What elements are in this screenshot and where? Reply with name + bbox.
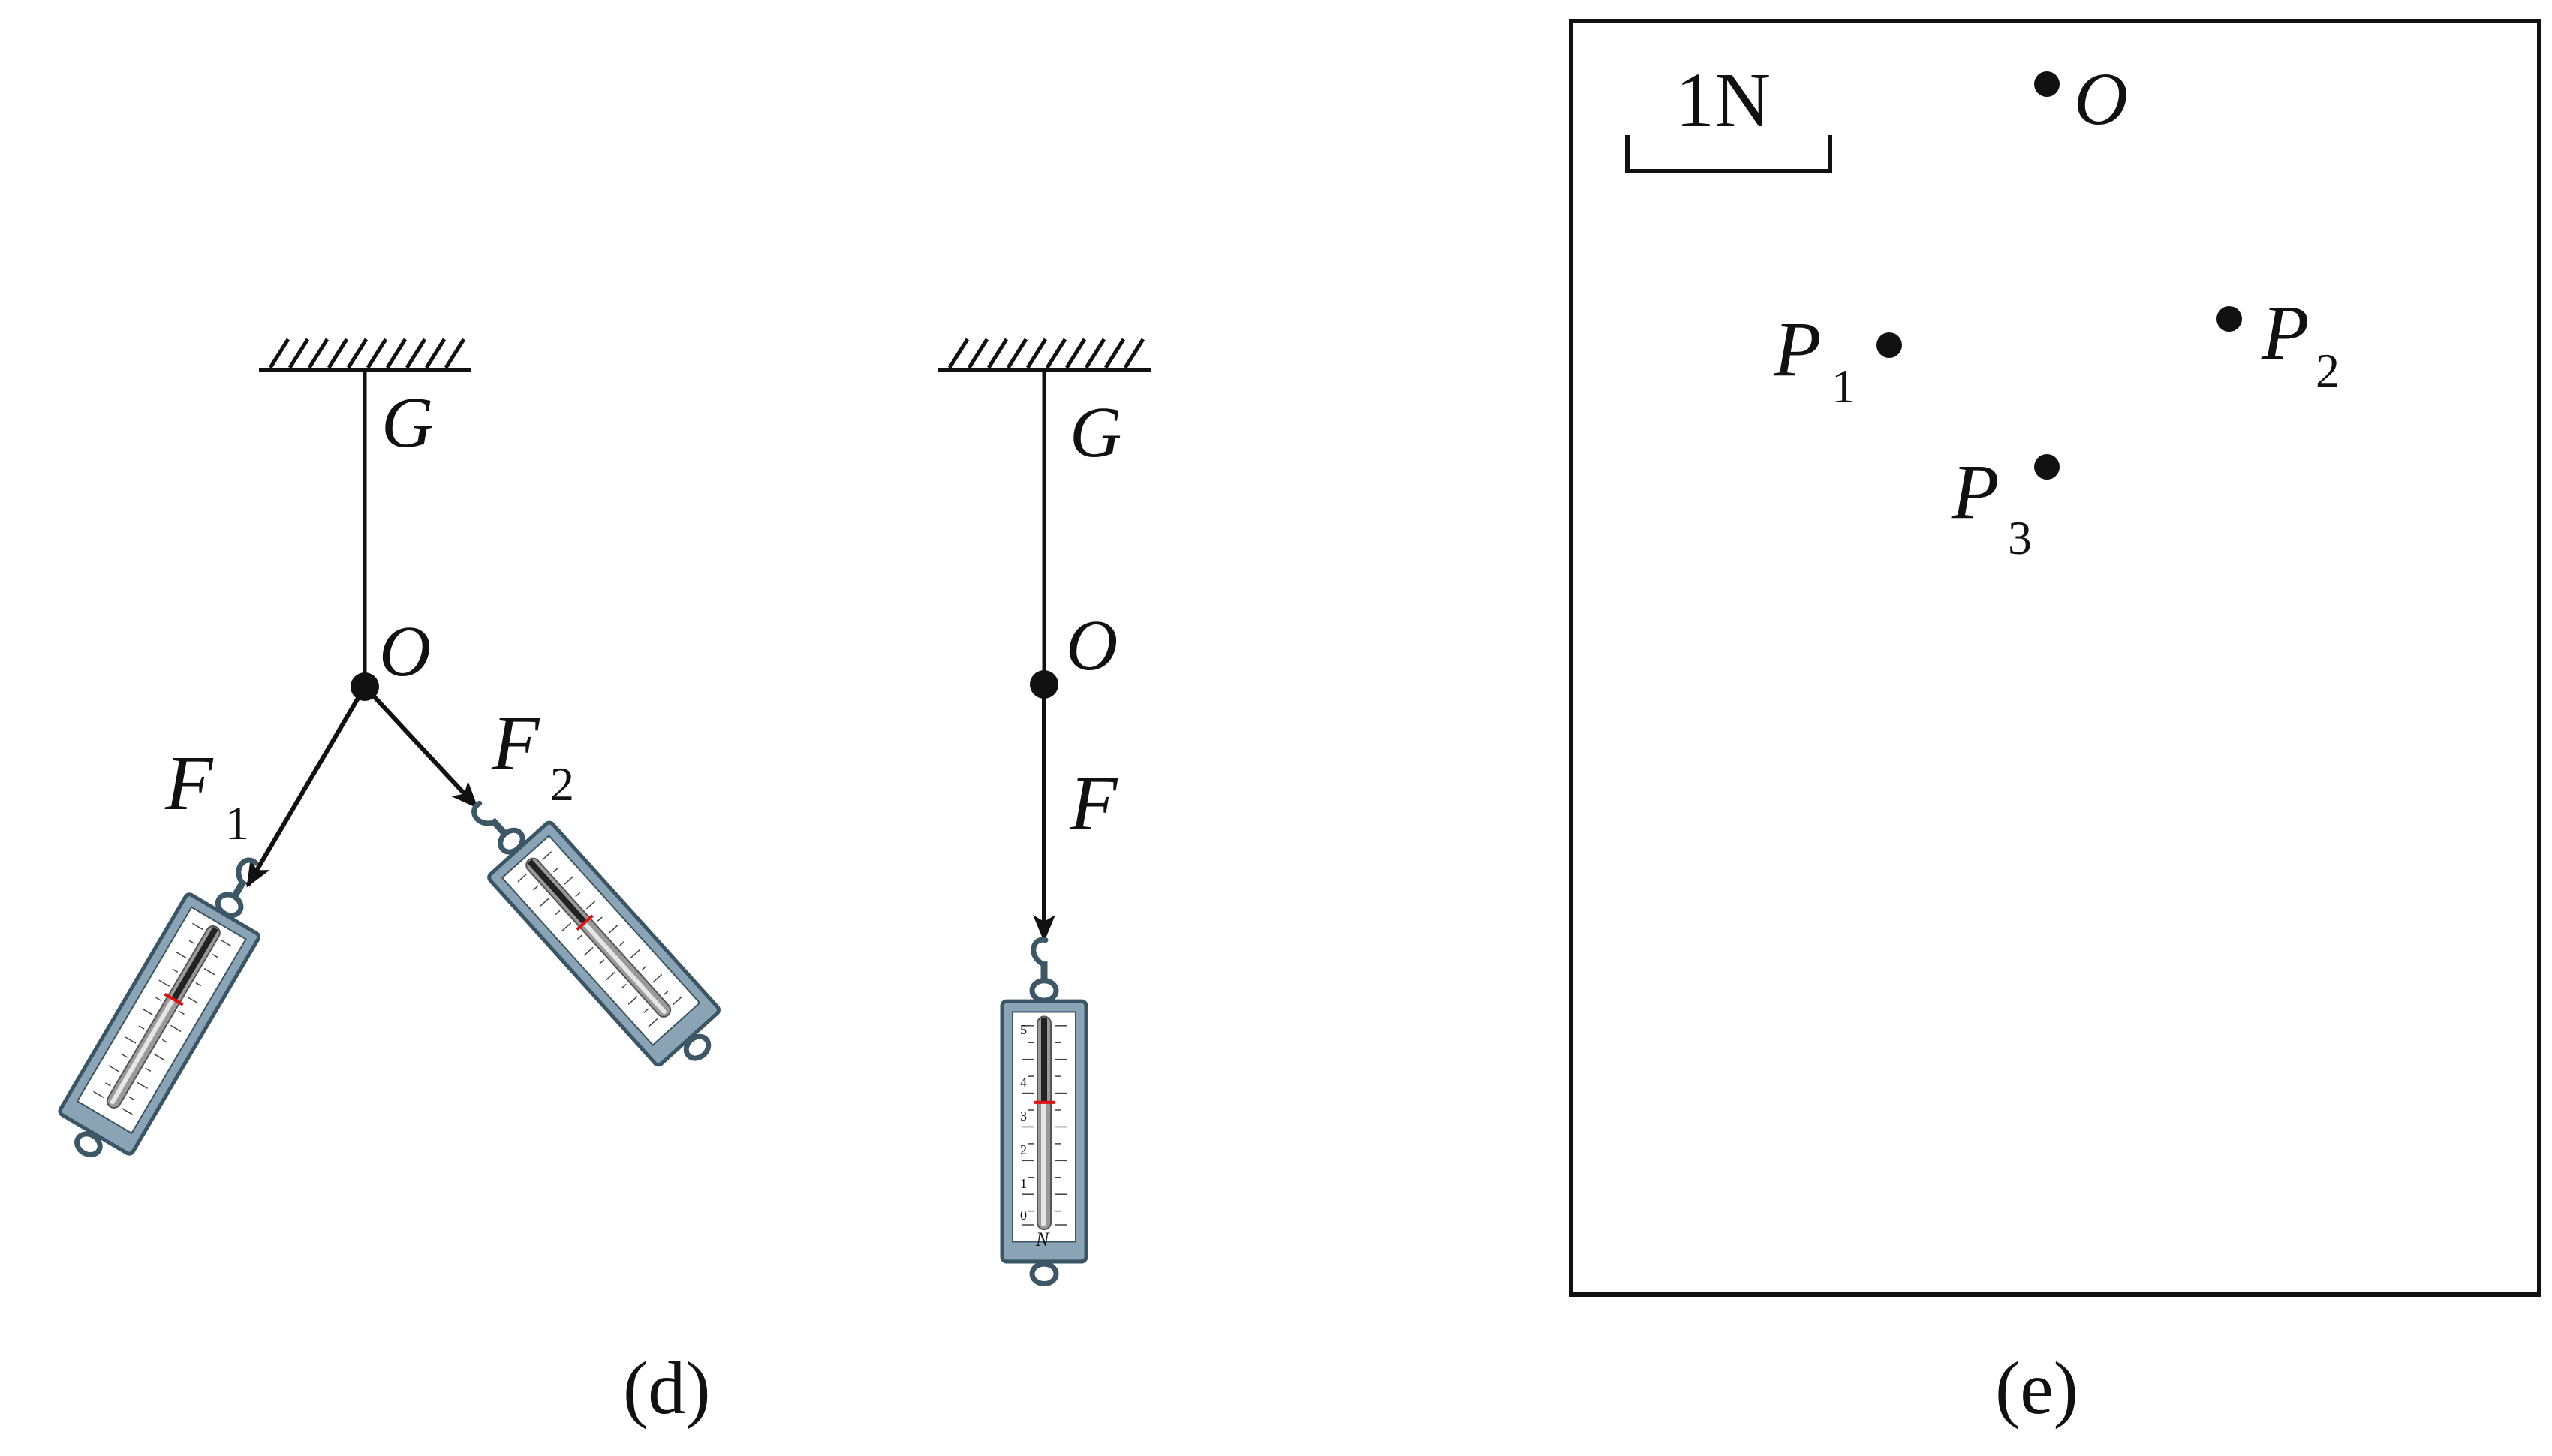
label-f2-subscript: 2: [550, 757, 574, 811]
label-point-p3-subscript: 3: [2008, 511, 2032, 564]
figure-e-board: 1N O P 1 P 2 P 3: [1569, 19, 2541, 1297]
svg-text:2: 2: [1020, 1142, 1027, 1157]
svg-text:N: N: [1035, 1229, 1050, 1250]
label-o-left: O: [379, 611, 431, 691]
point-p1: [1876, 332, 1902, 358]
caption-e: (e): [1995, 1346, 2078, 1430]
label-point-p3: P: [1951, 449, 2000, 535]
label-f2: F: [491, 700, 540, 787]
force-arrow-f2: [363, 684, 479, 809]
board-frame: [1569, 19, 2541, 1297]
svg-text:4: 4: [1020, 1075, 1027, 1090]
label-point-p1-subscript: 1: [1831, 359, 1855, 413]
label-point-p2: P: [2261, 290, 2310, 376]
caption-d: (d): [623, 1346, 711, 1430]
scale-bar: [1625, 135, 1832, 173]
svg-text:1: 1: [1020, 1176, 1027, 1191]
figure-d-right-setup: G O F: [938, 338, 1151, 1284]
label-point-p1: P: [1773, 306, 1822, 393]
ceiling-hatch-left: [268, 338, 466, 369]
force-arrow-f1: [245, 685, 367, 888]
label-f1-subscript: 1: [225, 796, 249, 850]
ceiling-hatch-right: [947, 338, 1145, 369]
label-g-right: G: [1070, 392, 1121, 472]
spring-scale-2: [447, 776, 735, 1083]
point-p2: [2216, 306, 2242, 332]
svg-text:3: 3: [1020, 1109, 1027, 1124]
point-o: [2034, 71, 2060, 97]
label-f1: F: [164, 740, 214, 826]
figure-d-left-setup: G O F 1 F 2: [47, 338, 735, 1174]
spring-scale-3-tick-labels: 5 4 3 2 1 0 N: [1020, 1022, 1050, 1250]
label-f: F: [1069, 760, 1118, 847]
label-point-p2-subscript: 2: [2316, 344, 2340, 397]
svg-text:0: 0: [1020, 1208, 1027, 1223]
svg-text:5: 5: [1020, 1022, 1027, 1037]
label-o-right: O: [1066, 605, 1118, 685]
label-point-o: O: [2074, 57, 2128, 140]
label-g-left: G: [381, 382, 433, 462]
point-p3: [2034, 454, 2060, 480]
spring-scale-1: [47, 841, 291, 1174]
scale-bar-label: 1N: [1675, 57, 1771, 143]
